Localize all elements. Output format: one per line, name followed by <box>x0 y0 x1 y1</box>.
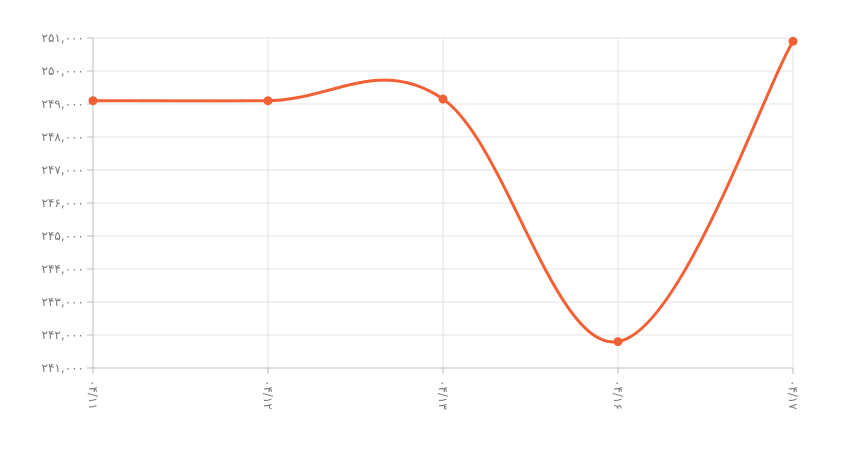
x-tick-label: ۰۴/۱۷ <box>786 380 800 410</box>
y-tick-label: ۲۴۴,۰۰۰ <box>42 262 85 276</box>
y-tick-label: ۲۴۱,۰۰۰ <box>42 361 85 375</box>
data-point[interactable] <box>263 96 273 106</box>
series-layer <box>88 36 798 347</box>
data-point[interactable] <box>788 36 798 46</box>
y-tick-label: ۲۵۰,۰۰۰ <box>42 64 85 78</box>
y-tick-label: ۲۴۶,۰۰۰ <box>42 196 85 210</box>
y-tick-label: ۲۴۵,۰۰۰ <box>42 229 85 243</box>
y-tick-label: ۲۵۱,۰۰۰ <box>42 31 85 45</box>
x-tick-label: ۰۴/۱۱ <box>86 380 100 410</box>
axes <box>87 37 794 374</box>
y-tick-label: ۲۴۸,۰۰۰ <box>42 130 85 144</box>
series-line <box>91 39 795 344</box>
data-point[interactable] <box>438 94 448 104</box>
data-point[interactable] <box>613 337 623 347</box>
x-tick-labels: ۰۴/۱۱ ۰۴/۱۲ ۰۴/۱۳ ۰۴/۱۶ ۰۴/۱۷ <box>86 380 800 410</box>
x-tick-label: ۰۴/۱۶ <box>611 380 625 410</box>
grid-lines <box>92 37 794 369</box>
y-tick-label: ۲۴۳,۰۰۰ <box>42 295 85 309</box>
data-point[interactable] <box>88 96 98 106</box>
x-tick-label: ۰۴/۱۳ <box>436 380 450 410</box>
y-tick-label: ۲۴۹,۰۰۰ <box>42 97 85 111</box>
y-tick-label: ۲۴۲,۰۰۰ <box>42 328 85 342</box>
y-tick-label: ۲۴۷,۰۰۰ <box>42 163 85 177</box>
y-tick-labels: ۲۴۱,۰۰۰ ۲۴۲,۰۰۰ ۲۴۳,۰۰۰ ۲۴۴,۰۰۰ ۲۴۵,۰۰۰ ۲۴۶,۰… <box>42 31 85 375</box>
x-tick-label: ۰۴/۱۲ <box>261 380 275 410</box>
